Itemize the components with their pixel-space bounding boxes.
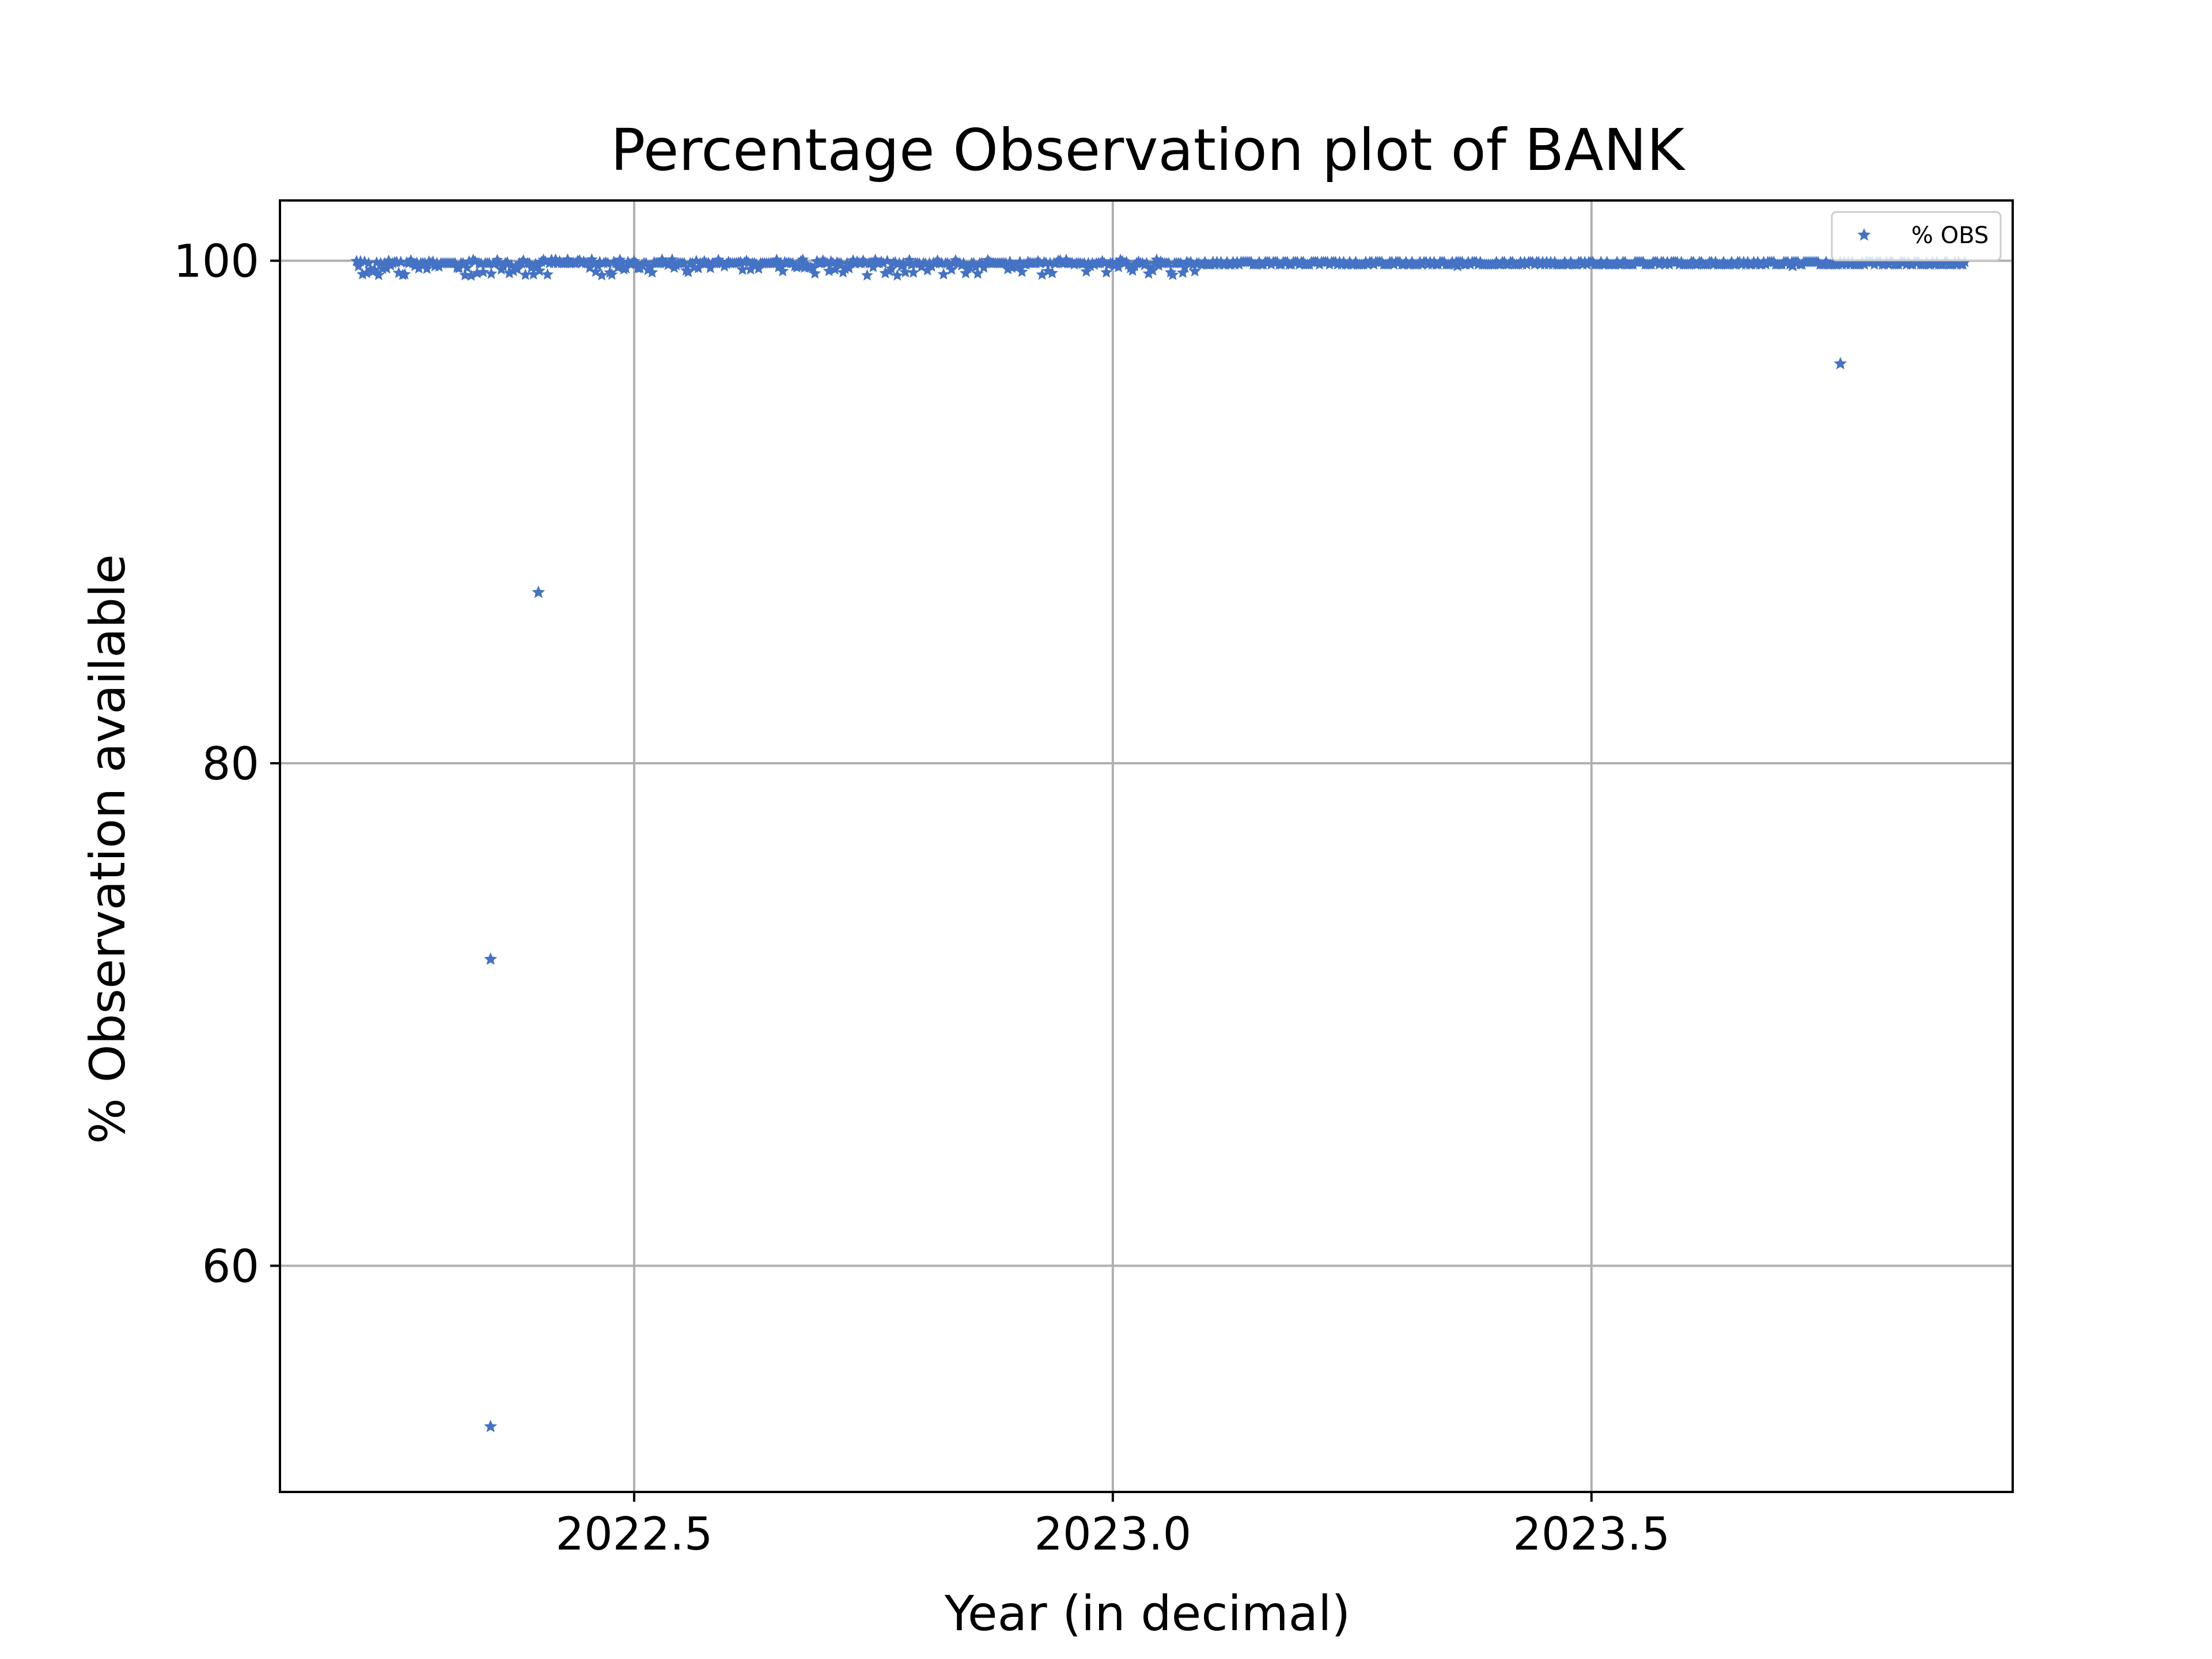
- data-point: [861, 269, 873, 281]
- x-tick-label: 2023.5: [1513, 1509, 1670, 1560]
- data-point: [1034, 257, 1046, 268]
- data-point: [1176, 266, 1189, 278]
- data-point: [372, 268, 385, 281]
- data-point: [843, 262, 855, 274]
- data-point: [605, 268, 618, 280]
- data-point: [1054, 254, 1066, 266]
- data-point: [485, 267, 498, 279]
- data-point: [493, 257, 506, 268]
- data-point-outlier: [1786, 259, 1800, 272]
- data-point: [541, 268, 554, 280]
- data-point: [921, 264, 934, 276]
- y-tick-label: 100: [173, 236, 259, 288]
- data-point: [533, 264, 546, 276]
- data-point: [793, 260, 805, 272]
- chart-title: Percentage Observation plot of BANK: [611, 116, 1685, 184]
- data-point: [503, 267, 516, 279]
- data-point: [362, 257, 375, 268]
- data-point-outlier: [1834, 357, 1847, 370]
- y-tick-label: 60: [202, 1241, 259, 1293]
- data-point: [1002, 263, 1014, 275]
- data-point: [969, 260, 982, 272]
- data-point-outlier: [484, 952, 497, 965]
- data-point: [1112, 260, 1125, 272]
- data-point: [1014, 255, 1027, 267]
- data-point: [692, 262, 704, 274]
- data-point: [877, 257, 889, 268]
- data-point: [774, 257, 787, 268]
- data-point: [744, 263, 757, 275]
- data-point-outlier: [532, 585, 546, 599]
- data-point: [1175, 257, 1187, 268]
- data-point: [465, 269, 478, 281]
- legend-marker-star: [1857, 228, 1871, 241]
- data-point: [477, 266, 490, 278]
- data-point: [891, 269, 904, 281]
- data-point: [421, 262, 433, 274]
- data-point: [971, 267, 984, 279]
- data-point: [1016, 266, 1028, 277]
- data-point: [945, 263, 958, 275]
- y-axis-label: % Observation available: [79, 554, 136, 1144]
- data-point: [1162, 257, 1175, 268]
- x-axis-label: Year (in decimal): [944, 1585, 1351, 1642]
- data-point: [959, 267, 972, 279]
- axis-ticks: 2022.5 2023.0 2023.5 60 80 100: [173, 236, 1670, 1560]
- data-point: [957, 257, 970, 268]
- data-point: [1096, 255, 1109, 267]
- data-point: [1036, 268, 1048, 280]
- data-point: [461, 261, 474, 273]
- data-point: [1959, 255, 1971, 267]
- data-point: [736, 263, 749, 275]
- data-point: [907, 266, 920, 278]
- data-point: [412, 262, 425, 274]
- data-point: [885, 262, 897, 274]
- data-point: [682, 266, 695, 278]
- data-point: [1142, 267, 1155, 279]
- data-point: [809, 267, 821, 279]
- y-tick-label: 80: [202, 738, 259, 790]
- data-point: [453, 262, 465, 274]
- data-point: [527, 268, 540, 280]
- data-point: [646, 266, 658, 278]
- data-point: [596, 269, 608, 281]
- data-point: [1146, 264, 1159, 276]
- data-point-outlier: [484, 1419, 497, 1433]
- legend-marker: [1857, 228, 1871, 241]
- data-point: [752, 262, 765, 274]
- data-point: [704, 262, 717, 274]
- data-point: [777, 264, 789, 276]
- legend: % OBS: [1831, 211, 2002, 262]
- data-point: [519, 268, 532, 281]
- data-point: [380, 262, 393, 274]
- data-point: [835, 257, 847, 268]
- legend-label: % OBS: [1911, 222, 1988, 249]
- plot-frame: [279, 199, 2014, 1493]
- data-point: [620, 262, 632, 274]
- x-tick-label: 2023.0: [1034, 1509, 1191, 1560]
- data-point: [1179, 261, 1191, 273]
- data-point: [457, 257, 469, 268]
- data-point: [829, 263, 841, 275]
- data-point: [395, 255, 407, 267]
- data-point: [1080, 265, 1093, 277]
- data-point: [1188, 265, 1201, 276]
- data-point: [879, 267, 892, 279]
- data-points: [350, 253, 1971, 1433]
- legend-box: [1831, 211, 2002, 262]
- data-point: [1046, 267, 1058, 279]
- data-point: [867, 260, 880, 272]
- data-point: [511, 263, 524, 275]
- data-point: [1100, 266, 1113, 278]
- data-point-outlier: [1450, 259, 1464, 272]
- data-point: [1166, 268, 1179, 281]
- data-point: [353, 260, 365, 272]
- data-point: [399, 268, 411, 280]
- data-point: [459, 268, 471, 281]
- data-point: [357, 268, 369, 280]
- data-point: [937, 268, 950, 280]
- data-point: [899, 266, 912, 278]
- x-tick-label: 2022.5: [555, 1509, 713, 1560]
